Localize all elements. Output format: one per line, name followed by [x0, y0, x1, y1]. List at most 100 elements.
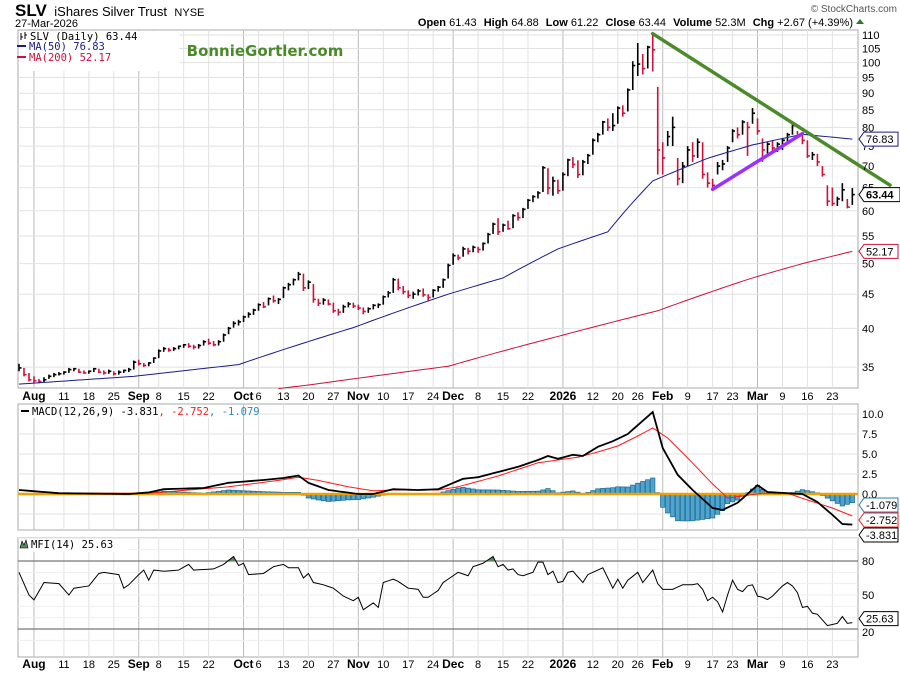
price-bar	[162, 347, 167, 352]
price-axis-label: 55	[862, 231, 874, 243]
macd-histogram-bar	[695, 493, 701, 521]
price-bar	[507, 220, 511, 230]
macd-histogram-bar	[715, 493, 721, 515]
macd-histogram-bar	[685, 493, 691, 522]
price-bar	[217, 340, 222, 346]
x-axis-label: Oct	[234, 389, 254, 403]
x-axis-label: 27	[327, 659, 339, 671]
price-bar	[78, 368, 82, 373]
price-bar	[661, 142, 666, 175]
resistance-trendline	[650, 31, 892, 187]
ma50-legend-swatch	[17, 45, 26, 47]
price-bar	[616, 106, 621, 124]
price-bar	[482, 242, 486, 251]
x-axis-label: 20	[302, 659, 314, 671]
price-bar	[452, 253, 456, 265]
price-bar	[397, 278, 401, 291]
price-bar	[447, 263, 451, 279]
price-bar	[357, 304, 361, 311]
price-bar	[167, 347, 172, 352]
x-axis-label: 15	[497, 659, 509, 671]
price-bar	[592, 138, 596, 155]
macd-histogram-bar	[640, 481, 646, 495]
price-bar	[122, 369, 127, 373]
x-axis-label: 8	[156, 659, 162, 671]
x-axis-label: 15	[497, 391, 509, 403]
x-axis-label: 17	[402, 391, 414, 403]
price-bar	[646, 45, 651, 69]
mfi-value-tag: 25.63	[858, 611, 899, 627]
quote-line: Open 61.43 High 64.88 Low 61.22 Close 63…	[418, 17, 853, 29]
chart-header: SLV iShares Silver Trust NYSE	[15, 1, 204, 20]
price-bar	[43, 377, 47, 383]
macd-histogram-bar	[705, 493, 711, 520]
price-bar	[382, 295, 386, 305]
price-bar	[562, 172, 566, 191]
x-axis-label: Sep	[128, 389, 150, 403]
price-bar	[232, 321, 237, 328]
price-bar	[621, 105, 626, 117]
price-bar	[502, 223, 506, 232]
mfi-legend: MFI(14) 25.63	[31, 539, 113, 551]
price-bar	[83, 370, 87, 374]
price-bar	[587, 153, 591, 165]
macd-histogram-bar	[650, 477, 656, 495]
price-bar	[806, 140, 810, 158]
x-axis-label: Sep	[128, 657, 150, 671]
x-axis-label: 20	[612, 659, 624, 671]
price-bar	[118, 370, 122, 375]
price-bar	[821, 166, 825, 177]
price-bar	[63, 371, 67, 375]
value-tag-box	[858, 497, 899, 513]
value-tag-box	[858, 131, 899, 147]
price-bar	[142, 362, 147, 368]
close-label: Close	[605, 17, 635, 29]
macd-legend-bg	[19, 405, 239, 418]
ma200-line	[278, 250, 853, 390]
price-bar	[696, 138, 701, 158]
signal-value: -2.752	[171, 406, 209, 418]
macd-histogram-bar	[720, 493, 726, 512]
price-bar	[612, 113, 616, 131]
price-axis-label: 35	[862, 362, 874, 374]
price-bar	[242, 315, 247, 322]
histogram-value: -1.079	[222, 406, 260, 418]
x-axis-label: 22	[202, 391, 214, 403]
price-bar	[607, 118, 611, 131]
x-axis-label: Feb	[652, 389, 673, 403]
x-axis-label: Oct	[234, 657, 254, 671]
mfi-line	[18, 555, 853, 627]
price-bar	[322, 298, 326, 305]
ma200-legend: MA(200) 52.17	[29, 52, 111, 64]
x-axis-label: Nov	[347, 389, 370, 403]
x-axis-label: 8	[475, 391, 481, 403]
price-axis-label: 80	[862, 122, 874, 134]
price-bar	[487, 232, 491, 244]
price-bar	[212, 340, 217, 347]
macd-axis-label: 2.5	[862, 469, 877, 481]
price-bar	[287, 282, 291, 291]
price-bar	[272, 295, 276, 303]
price-bar	[412, 291, 416, 299]
x-axis-label: 10	[377, 659, 389, 671]
value-tag-box	[858, 243, 899, 259]
macd-histogram-bar	[844, 493, 850, 505]
price-axis-label: 90	[862, 88, 874, 100]
price-bar	[597, 132, 601, 143]
macd-panel	[17, 403, 859, 531]
price-axis-label: 50	[862, 259, 874, 271]
high-label: High	[484, 17, 509, 29]
x-axis-label: 23	[826, 659, 838, 671]
mfi-axis-label: 50	[862, 590, 874, 602]
price-axis-label: 60	[862, 206, 874, 218]
price-bar	[666, 130, 671, 147]
macd-value: -3.831	[121, 406, 159, 418]
x-axis-label: 27	[327, 391, 339, 403]
mfi-panel	[17, 537, 859, 658]
chart-date: 27-Mar-2026	[15, 18, 78, 30]
ma200-value-tag: 52.17	[858, 243, 899, 259]
price-bar	[676, 157, 681, 186]
price-bar	[726, 146, 731, 162]
price-bar	[172, 347, 177, 351]
